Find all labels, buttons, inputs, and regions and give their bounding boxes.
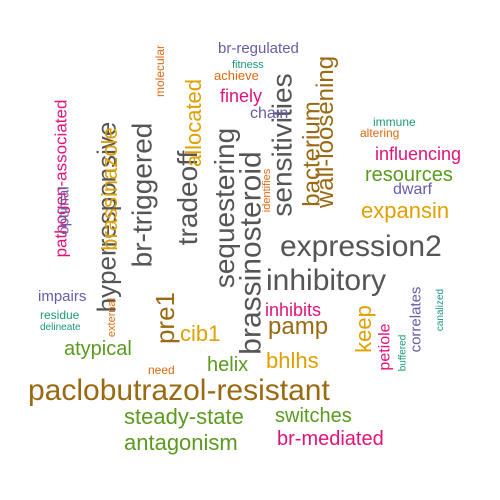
word-dwarf: dwarf — [393, 181, 433, 198]
word-molecular: molecular — [153, 44, 168, 98]
word-impairs: impairs — [38, 288, 87, 305]
word-inhibitory: inhibitory — [266, 264, 387, 297]
word-pamp: pamp — [268, 313, 329, 340]
word-residue: residue — [40, 308, 80, 322]
word-switches: switches — [275, 405, 352, 427]
word-altering: altering — [360, 126, 400, 140]
word-expansin: expansin — [361, 198, 450, 223]
word-need: need — [148, 363, 175, 377]
word-optimal: optimal — [55, 186, 73, 235]
word-external: external — [106, 297, 119, 338]
word-fitness: fitness — [232, 59, 264, 71]
word-immune: immune — [373, 115, 416, 129]
word-chain: chain — [250, 105, 289, 122]
word-buffered: buffered — [397, 334, 409, 372]
word-paclobutrazol-resistant: paclobutrazol-resistant — [28, 374, 330, 407]
word-antagonism: antagonism — [124, 430, 238, 455]
word-petiole: petiole — [376, 323, 394, 371]
word-allocated: allocated — [181, 78, 207, 168]
word-br-regulated: br-regulated — [218, 40, 299, 57]
word-inhibits: inhibits — [265, 300, 322, 320]
word-br-triggered: br-triggered — [126, 122, 158, 268]
word-correlates: correlates — [407, 286, 425, 353]
word-expression2: expression2 — [280, 230, 442, 263]
word-identifies: identifies — [261, 168, 274, 213]
word-brassinazole: brassinazole — [96, 127, 122, 251]
word-atypical: atypical — [64, 338, 132, 360]
word-cib1: cib1 — [180, 321, 221, 346]
word-bacterium: bacterium — [298, 101, 326, 207]
word-canalized: canalized — [435, 288, 447, 332]
word-keep: keep — [350, 305, 376, 353]
word-influencing: influencing — [375, 144, 462, 164]
word-br-mediated: br-mediated — [277, 428, 384, 450]
word-achieve: achieve — [214, 68, 259, 83]
word-helix: helix — [207, 354, 249, 376]
word-steady-state: steady-state — [124, 404, 244, 429]
word-bhlhs: bhlhs — [266, 348, 319, 373]
word-resources: resources — [365, 164, 453, 186]
word-finely: finely — [220, 86, 263, 106]
word-pre1: pre1 — [150, 291, 181, 345]
word-sequestering: sequestering — [209, 127, 241, 289]
word-delineate: delineate — [40, 322, 81, 333]
